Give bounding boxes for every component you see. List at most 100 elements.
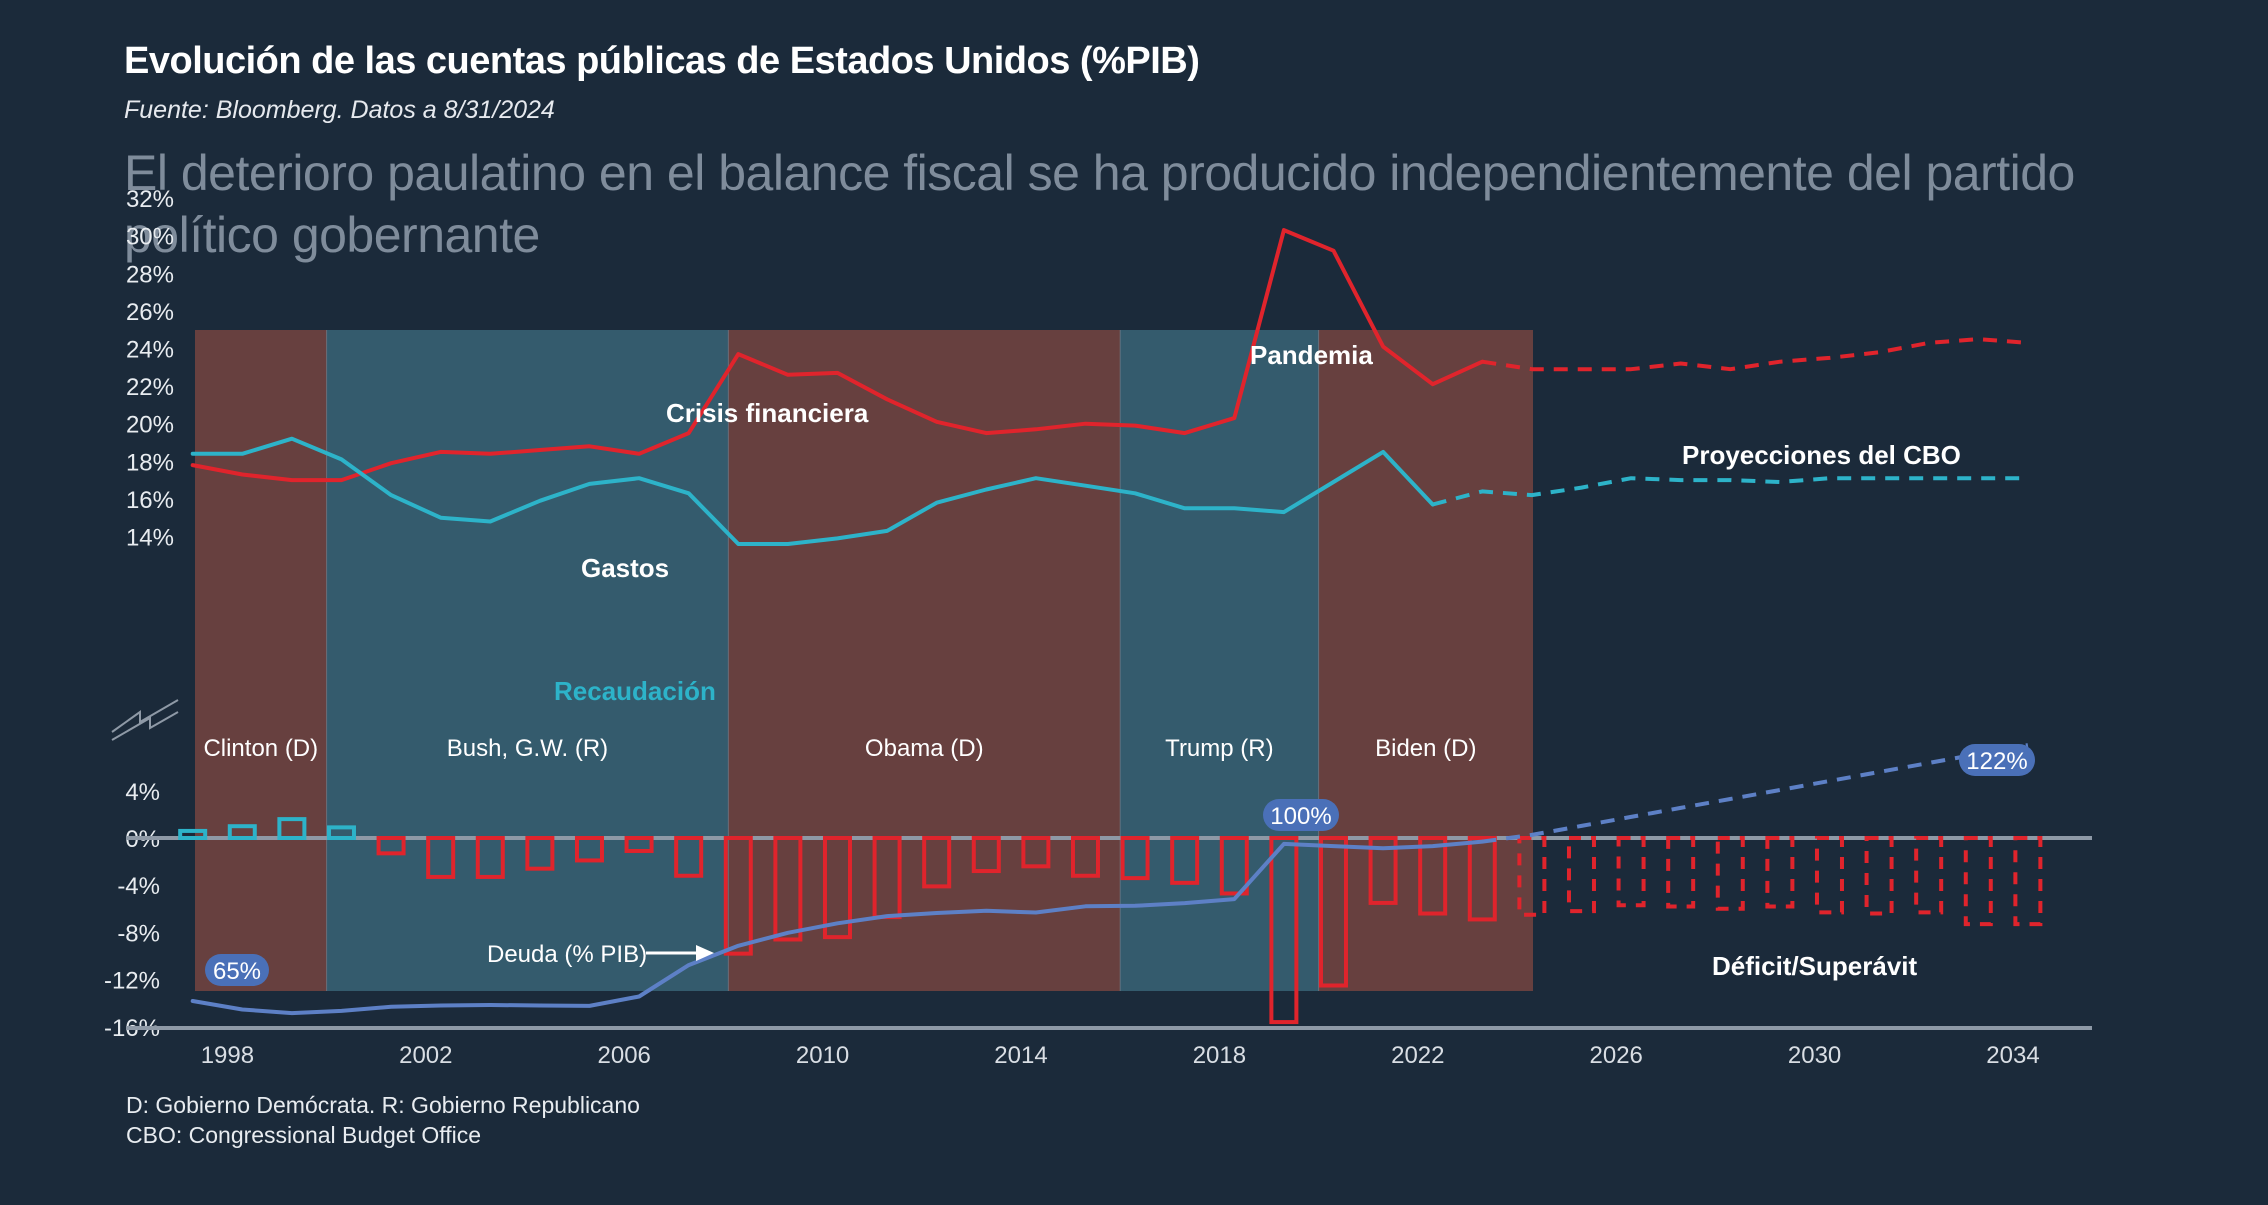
deficit-bar bbox=[1170, 836, 1200, 885]
x-tick-label: 2030 bbox=[1788, 1042, 1841, 1069]
series-lines bbox=[190, 228, 2029, 1016]
footnote-cbo: CBO: Congressional Budget Office bbox=[126, 1122, 481, 1148]
annotation-pandemia: Pandemia bbox=[1250, 340, 1373, 370]
projected-deficit-bar bbox=[2013, 836, 2043, 927]
deficit-bar bbox=[971, 836, 1001, 874]
projected-deficit-bar bbox=[1566, 836, 1596, 914]
admin-label-obama-d: Obama (D) bbox=[865, 735, 984, 762]
deficit-bar bbox=[822, 836, 852, 940]
projected-deficit-bar bbox=[1616, 836, 1646, 908]
badge-deuda-2019-bg bbox=[1263, 799, 1339, 831]
deficit-bar bbox=[1070, 836, 1100, 878]
projected-deficit-bar bbox=[1517, 836, 1547, 917]
y-tick-lower: 4% bbox=[125, 779, 160, 806]
x-tick-label: 1998 bbox=[201, 1042, 254, 1069]
admin-label-bush-g-w-r: Bush, G.W. (R) bbox=[447, 735, 608, 762]
y-tick-lower: -12% bbox=[104, 968, 160, 995]
deficit-bar bbox=[1120, 836, 1150, 881]
y-tick-upper: 18% bbox=[126, 449, 174, 476]
administration-bands bbox=[195, 330, 1533, 991]
deficit-bar bbox=[773, 836, 803, 942]
x-tick-label: 2026 bbox=[1590, 1042, 1643, 1069]
chart-title: Evolución de las cuentas públicas de Est… bbox=[124, 40, 1200, 82]
admin-label-clinton-d: Clinton (D) bbox=[203, 735, 318, 762]
projected-deficit-bar bbox=[1765, 836, 1795, 909]
badge-deuda-2019: 100% bbox=[1263, 799, 1339, 831]
admin-band-biden-d bbox=[1318, 330, 1533, 991]
annotation-recaudacion: Recaudación bbox=[554, 676, 716, 706]
x-tick-label: 2006 bbox=[598, 1042, 651, 1069]
y-tick-lower: -8% bbox=[117, 920, 160, 947]
annotation-crisis-financiera: Crisis financiera bbox=[666, 398, 869, 428]
y-tick-lower: -4% bbox=[117, 873, 160, 900]
gastos-line bbox=[190, 228, 1485, 483]
y-tick-upper: 16% bbox=[126, 487, 174, 514]
deficit-bar bbox=[1467, 836, 1497, 922]
x-tick-label: 2010 bbox=[796, 1042, 849, 1069]
deficit-bar bbox=[426, 836, 456, 879]
x-tick-label: 2022 bbox=[1391, 1042, 1444, 1069]
recaudacion-line bbox=[190, 436, 1435, 546]
admin-label-trump-r: Trump (R) bbox=[1165, 735, 1273, 762]
x-tick-label: 2034 bbox=[1986, 1042, 2039, 1069]
deficit-bars bbox=[178, 817, 2043, 1025]
badge-deuda-2019-label: 100% bbox=[1270, 803, 1331, 830]
badge-deuda-1998-bg bbox=[205, 954, 269, 986]
deficit-bar bbox=[376, 836, 406, 856]
projected-deficit-bar bbox=[1864, 836, 1894, 916]
x-tick-label: 2018 bbox=[1193, 1042, 1246, 1069]
deficit-bar bbox=[525, 836, 555, 871]
deficit-bar bbox=[723, 836, 753, 956]
badge-deuda-2034-bg bbox=[1959, 744, 2035, 776]
projected-deficit-bar bbox=[1715, 836, 1745, 911]
projected-deficit-bar bbox=[1666, 836, 1696, 909]
deficit-bar bbox=[1368, 836, 1398, 905]
deficit-bar bbox=[574, 836, 604, 863]
annotations: Crisis financiera Pandemia Gastos Recaudaci… bbox=[205, 340, 2035, 986]
deuda-line bbox=[190, 839, 1485, 1016]
y-tick-upper: 24% bbox=[126, 337, 174, 364]
x-tick-label: 2002 bbox=[399, 1042, 452, 1069]
chart-source: Fuente: Bloomberg. Datos a 8/31/2024 bbox=[124, 96, 555, 124]
annotation-deficit-superavit: Déficit/Superávit bbox=[1712, 951, 1918, 981]
footnote-parties: D: Gobierno Demócrata. R: Gobierno Repub… bbox=[126, 1092, 640, 1118]
deficit-bar bbox=[1318, 836, 1348, 988]
y-tick-upper: 20% bbox=[126, 412, 174, 439]
admin-band-clinton-d bbox=[195, 330, 327, 991]
badge-deuda-1998-label: 65% bbox=[213, 958, 261, 985]
axis-break-icon bbox=[111, 699, 179, 741]
admin-band-trump-r bbox=[1120, 330, 1319, 991]
annotation-proyecciones-cbo: Proyecciones del CBO bbox=[1682, 440, 1961, 470]
recaudacion-projection-line bbox=[1432, 476, 2028, 507]
admin-band-bush-g-w-r bbox=[326, 330, 729, 991]
admin-band-obama-d bbox=[728, 330, 1121, 991]
deficit-bar bbox=[1269, 836, 1299, 1025]
surplus-bar bbox=[326, 825, 356, 841]
gastos-projection-line bbox=[1482, 337, 2029, 372]
surplus-bar bbox=[178, 828, 208, 840]
deuda-projection-line bbox=[1482, 743, 2029, 844]
projected-deficit-bar bbox=[1963, 836, 1993, 927]
y-tick-upper: 26% bbox=[126, 299, 174, 326]
deficit-bar bbox=[674, 836, 704, 878]
administration-labels: Clinton (D) Bush, G.W. (R) Obama (D) Trump … bbox=[203, 735, 1476, 762]
chart-subtitle: El deterioro paulatino en el balance fis… bbox=[124, 145, 2075, 263]
y-tick-upper: 32% bbox=[126, 186, 174, 213]
projected-deficit-bar bbox=[1914, 836, 1944, 915]
badge-deuda-2034: 122% bbox=[1959, 744, 2035, 776]
deficit-bar bbox=[1219, 836, 1249, 896]
x-tick-label: 2014 bbox=[994, 1042, 1047, 1069]
surplus-bar bbox=[227, 824, 257, 841]
surplus-bar bbox=[277, 817, 307, 840]
y-tick-upper: 30% bbox=[126, 224, 174, 251]
deficit-bar bbox=[475, 836, 505, 879]
y-tick-upper: 22% bbox=[126, 374, 174, 401]
deficit-bar bbox=[1418, 836, 1448, 916]
annotation-gastos: Gastos bbox=[581, 553, 669, 583]
admin-label-biden-d: Biden (D) bbox=[1375, 735, 1476, 762]
badge-deuda-1998: 65% bbox=[205, 954, 269, 986]
y-tick-upper: 14% bbox=[126, 525, 174, 552]
deficit-bar bbox=[1021, 836, 1051, 869]
y-tick-upper: 28% bbox=[126, 261, 174, 288]
